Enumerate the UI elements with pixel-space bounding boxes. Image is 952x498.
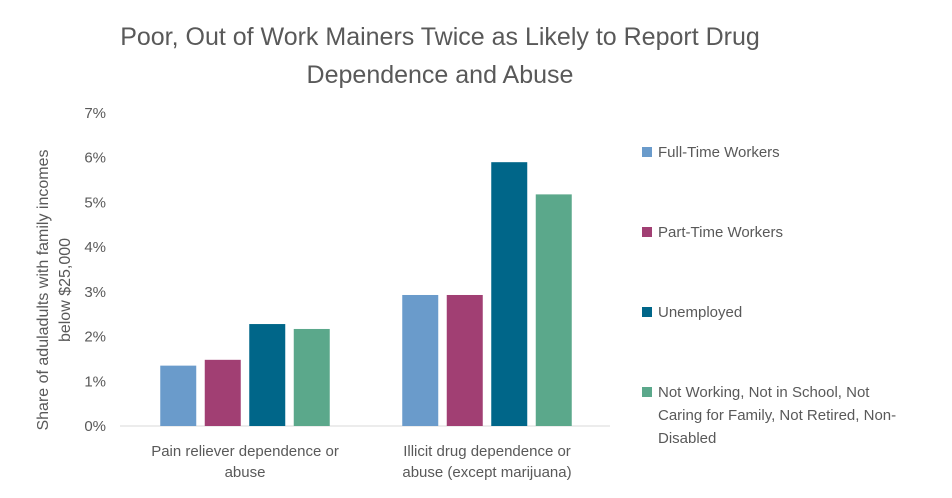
y-tick-label: 4% xyxy=(84,239,106,256)
y-axis-label-line: Share of aduladults with family incomes xyxy=(35,149,52,430)
y-axis-label-line: below $25,000 xyxy=(57,238,74,342)
chart-title-line-2: Dependence and Abuse xyxy=(306,61,574,89)
y-tick-label: 0% xyxy=(84,418,106,435)
x-category-label-line: abuse xyxy=(225,464,266,481)
legend-label-line: Unemployed xyxy=(658,304,742,321)
y-tick-label: 6% xyxy=(84,150,106,167)
x-category-label: Illicit drug dependence or abuse (except … xyxy=(402,443,571,481)
bar-1-2 xyxy=(402,294,439,426)
legend-label-4: Not Working, Not in School, Not Caring fo… xyxy=(658,384,896,447)
x-category-label-line: Pain reliever dependence or xyxy=(151,443,339,460)
legend-swatch-4 xyxy=(642,387,652,397)
chart-title: Poor, Out of Work Mainers Twice as Likel… xyxy=(100,18,780,94)
bar-2-2 xyxy=(446,294,483,426)
bar-2-1 xyxy=(204,359,241,426)
legend-label-3: Unemployed xyxy=(658,304,742,321)
y-axis-label: Share of aduladults with family incomes b… xyxy=(35,149,74,430)
bar-4-2 xyxy=(535,194,572,426)
legend-label-line: Part-Time Workers xyxy=(658,224,783,241)
y-tick-label: 7% xyxy=(84,105,106,122)
legend-label-line: Caring for Family, Not Retired, Non- xyxy=(658,407,896,424)
x-category-label-line: abuse (except marijuana) xyxy=(402,464,571,481)
legend-label-1: Full-Time Workers xyxy=(658,144,780,161)
legend-swatch-3 xyxy=(642,307,652,317)
x-category-label: Pain reliever dependence or abuse xyxy=(151,443,339,481)
y-tick-label: 5% xyxy=(84,194,106,211)
legend-label-line: Disabled xyxy=(658,430,716,447)
legend-swatch-2 xyxy=(642,227,652,237)
bar-4-1 xyxy=(293,328,330,426)
y-tick-label: 2% xyxy=(84,329,106,346)
y-tick-label: 3% xyxy=(84,284,106,301)
x-category-label-line: Illicit drug dependence or xyxy=(403,443,571,460)
bar-3-2 xyxy=(491,162,528,426)
bar-3-1 xyxy=(249,324,286,426)
legend-swatch-1 xyxy=(642,147,652,157)
bar-1-1 xyxy=(160,365,197,426)
legend-label-2: Part-Time Workers xyxy=(658,224,783,241)
y-tick-label: 1% xyxy=(84,373,106,390)
legend-label-line: Not Working, Not in School, Not xyxy=(658,384,870,401)
chart-title-line-1: Poor, Out of Work Mainers Twice as Likel… xyxy=(120,23,760,51)
legend-label-line: Full-Time Workers xyxy=(658,144,780,161)
